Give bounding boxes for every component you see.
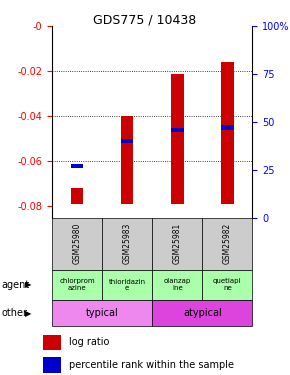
Text: atypical: atypical xyxy=(183,308,222,318)
Text: quetiapi
ne: quetiapi ne xyxy=(213,279,242,291)
Bar xyxy=(171,74,184,204)
Bar xyxy=(43,357,61,373)
Text: ▶: ▶ xyxy=(25,309,31,318)
Bar xyxy=(121,116,133,204)
Bar xyxy=(221,62,233,204)
Text: percentile rank within the sample: percentile rank within the sample xyxy=(69,360,234,370)
Text: GSM25980: GSM25980 xyxy=(73,223,82,264)
Bar xyxy=(171,128,184,132)
Text: log ratio: log ratio xyxy=(69,337,109,347)
FancyBboxPatch shape xyxy=(202,270,252,300)
FancyBboxPatch shape xyxy=(102,270,152,300)
Text: thioridazin
e: thioridazin e xyxy=(109,279,146,291)
Text: olanzap
ine: olanzap ine xyxy=(164,279,191,291)
Bar xyxy=(71,188,84,204)
Text: other: other xyxy=(1,308,28,318)
Bar xyxy=(71,164,84,168)
FancyBboxPatch shape xyxy=(152,217,202,270)
FancyBboxPatch shape xyxy=(52,270,102,300)
Bar xyxy=(43,334,61,350)
Text: GSM25982: GSM25982 xyxy=(223,223,232,264)
Text: GDS775 / 10438: GDS775 / 10438 xyxy=(93,13,197,26)
FancyBboxPatch shape xyxy=(152,270,202,300)
Text: chlorprom
azine: chlorprom azine xyxy=(59,279,95,291)
Text: GSM25981: GSM25981 xyxy=(173,223,182,264)
FancyBboxPatch shape xyxy=(152,300,252,326)
Bar xyxy=(221,125,233,130)
Text: typical: typical xyxy=(86,308,119,318)
FancyBboxPatch shape xyxy=(52,217,102,270)
Text: agent: agent xyxy=(1,280,30,290)
FancyBboxPatch shape xyxy=(52,300,152,326)
FancyBboxPatch shape xyxy=(102,217,152,270)
Text: ▶: ▶ xyxy=(25,280,31,290)
Text: GSM25983: GSM25983 xyxy=(123,223,132,264)
FancyBboxPatch shape xyxy=(202,217,252,270)
Bar xyxy=(121,139,133,143)
